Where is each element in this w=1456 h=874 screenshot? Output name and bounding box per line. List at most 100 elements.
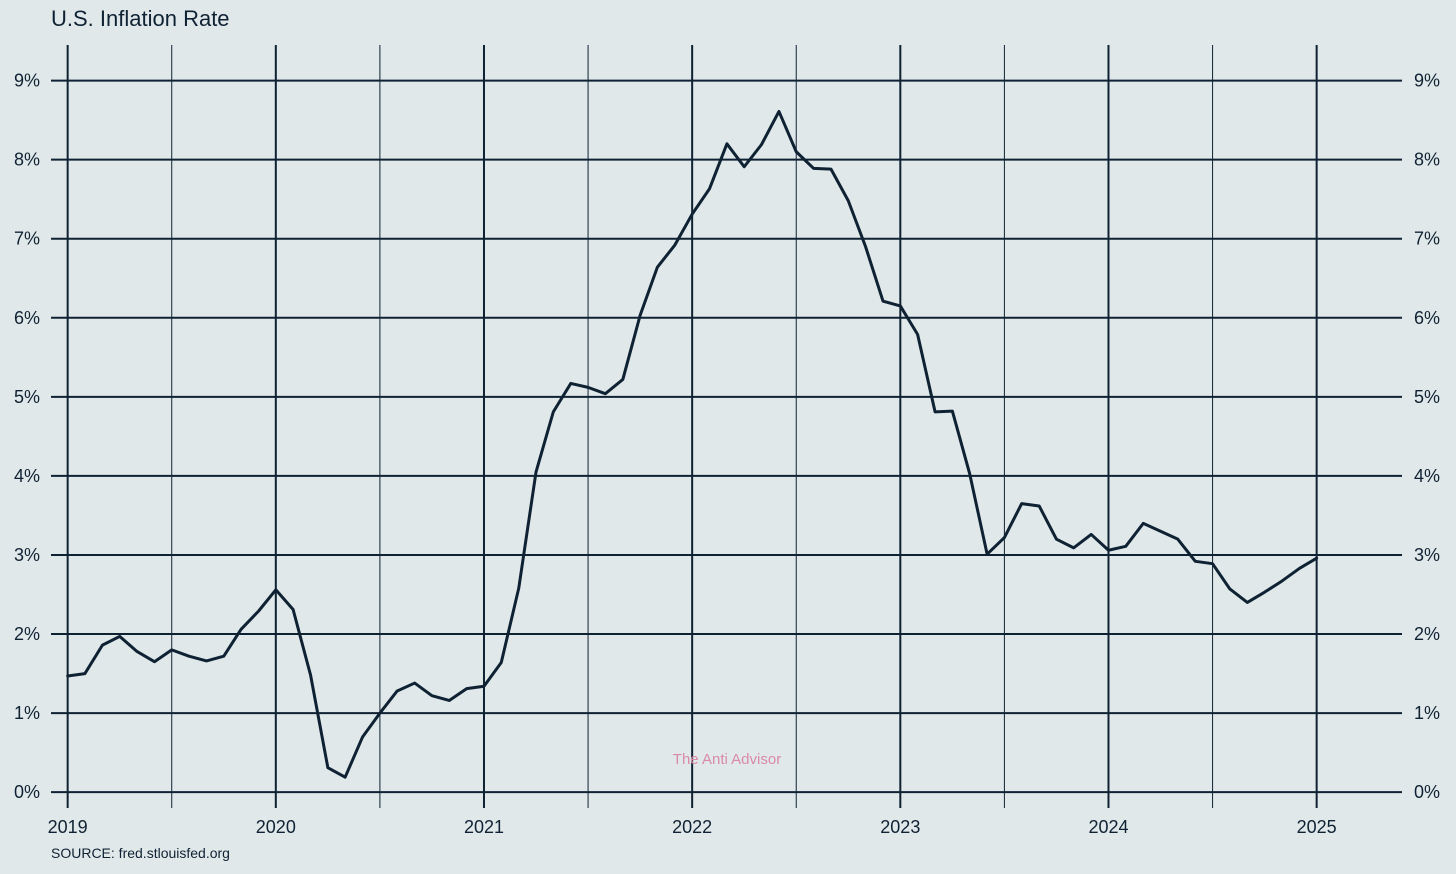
y-tick-label-left: 7% (14, 229, 40, 249)
data-point (951, 410, 954, 413)
data-point (535, 470, 538, 473)
data-point (378, 712, 381, 715)
y-tick-label-right: 0% (1414, 782, 1440, 802)
data-point (1142, 522, 1145, 525)
data-point (153, 660, 156, 663)
y-tick-label-left: 4% (14, 466, 40, 486)
inflation-series-line (66, 109, 1319, 779)
data-point (1072, 546, 1075, 549)
data-point (1263, 591, 1266, 594)
data-point (1003, 536, 1006, 539)
data-point (812, 167, 815, 170)
y-tick-label-right: 8% (1414, 150, 1440, 170)
data-point (569, 382, 572, 385)
y-axis-right: 0% 1% 2% 3% 4% 5% 6% 7% 8% 9% (1414, 71, 1440, 803)
data-point (448, 699, 451, 702)
data-point (639, 314, 642, 317)
data-point (170, 648, 173, 651)
data-point (743, 165, 746, 168)
data-point (465, 687, 468, 690)
y-axis-left: 0% 1% 2% 3% 4% 5% 6% 7% 8% 9% (14, 71, 40, 803)
y-tick-label-left: 9% (14, 71, 40, 91)
major-vertical-gridlines (66, 45, 1318, 808)
data-point (691, 213, 694, 216)
y-tick-label-right: 7% (1414, 229, 1440, 249)
data-point (916, 333, 919, 336)
data-point (101, 644, 104, 647)
data-point (500, 661, 503, 664)
x-tick-label: 2024 (1088, 817, 1128, 837)
data-point (968, 472, 971, 475)
data-point (1038, 504, 1041, 507)
x-tick-label: 2023 (880, 817, 920, 837)
data-point (1228, 587, 1231, 590)
source-note: SOURCE: fred.stlouisfed.org (51, 845, 230, 861)
data-point (673, 244, 676, 247)
data-point (986, 553, 989, 556)
data-point (725, 142, 728, 145)
y-tick-label-right: 4% (1414, 466, 1440, 486)
data-point (240, 628, 243, 631)
y-tick-label-right: 2% (1414, 624, 1440, 644)
data-point (1194, 560, 1197, 563)
y-tick-label-left: 2% (14, 624, 40, 644)
data-point (1176, 538, 1179, 541)
data-point (83, 672, 86, 675)
data-point (1298, 567, 1301, 570)
data-point (344, 776, 347, 779)
horizontal-gridlines (51, 79, 1402, 794)
y-tick-label-right: 6% (1414, 308, 1440, 328)
y-tick-label-right: 1% (1414, 703, 1440, 723)
data-point (795, 150, 798, 153)
data-point (135, 650, 138, 653)
data-point (864, 245, 867, 248)
x-tick-label: 2021 (464, 817, 504, 837)
data-point (621, 378, 624, 381)
data-point (847, 199, 850, 202)
data-point (1211, 562, 1214, 565)
minor-gridlines (171, 45, 1214, 808)
data-point (760, 143, 763, 146)
data-point (899, 304, 902, 307)
y-tick-label-left: 0% (14, 782, 40, 802)
data-point (1055, 538, 1058, 541)
data-point (309, 674, 312, 677)
data-point (413, 682, 416, 685)
data-point (205, 659, 208, 662)
x-tick-label: 2020 (256, 817, 296, 837)
data-point (587, 386, 590, 389)
data-point (118, 635, 121, 638)
data-point (396, 689, 399, 692)
y-tick-label-left: 8% (14, 150, 40, 170)
y-tick-label-left: 5% (14, 387, 40, 407)
data-point (604, 392, 607, 395)
data-point (1315, 557, 1318, 560)
data-point (482, 685, 485, 688)
data-point (1124, 545, 1127, 548)
x-tick-label: 2025 (1297, 817, 1337, 837)
data-point (552, 410, 555, 413)
data-point (222, 655, 225, 658)
data-point (708, 187, 711, 190)
data-point (1246, 601, 1249, 604)
data-point (430, 694, 433, 697)
data-point (274, 588, 277, 591)
data-point (517, 587, 520, 590)
data-point (882, 300, 885, 303)
watermark-text: The Anti Advisor (673, 751, 781, 768)
y-tick-label-right: 3% (1414, 545, 1440, 565)
data-point (66, 674, 69, 677)
y-tick-label-left: 6% (14, 308, 40, 328)
y-tick-label-left: 3% (14, 545, 40, 565)
x-tick-label: 2022 (672, 817, 712, 837)
data-point (777, 110, 780, 113)
data-point (292, 608, 295, 611)
data-point (1107, 549, 1110, 552)
data-point (257, 610, 260, 613)
data-point (1020, 502, 1023, 505)
y-tick-label-right: 9% (1414, 71, 1440, 91)
data-point (1159, 530, 1162, 533)
y-tick-label-left: 1% (14, 703, 40, 723)
data-point (1090, 533, 1093, 536)
